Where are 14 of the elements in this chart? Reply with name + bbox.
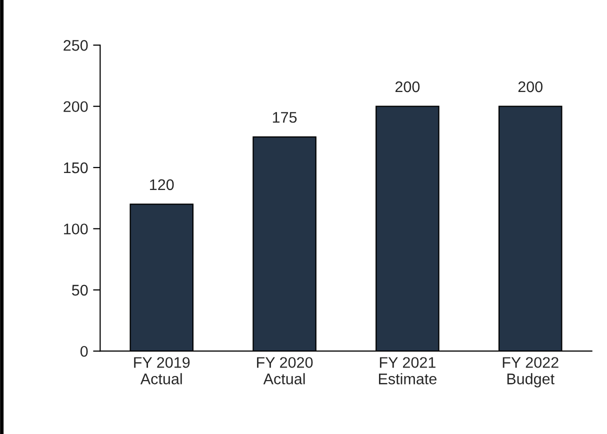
- y-tick-label: 150: [64, 162, 88, 174]
- y-tick-label: 0: [80, 346, 88, 357]
- data-label: 200: [395, 81, 420, 92]
- y-tick-label: 250: [64, 40, 88, 51]
- x-tick-label: FY 2019 Actual: [134, 357, 190, 384]
- x-tick-label: FY 2021 Estimate: [378, 357, 436, 384]
- y-tick-label: 200: [64, 101, 88, 112]
- y-tick-label: 100: [64, 224, 88, 234]
- data-label: 175: [272, 112, 297, 123]
- data-label: 200: [518, 81, 543, 92]
- x-tick-label: FY 2020 Actual: [257, 357, 313, 384]
- x-tick-label: FY 2022 Budget: [502, 357, 558, 388]
- data-label: 120: [150, 179, 174, 190]
- y-tick-label: 50: [72, 284, 88, 296]
